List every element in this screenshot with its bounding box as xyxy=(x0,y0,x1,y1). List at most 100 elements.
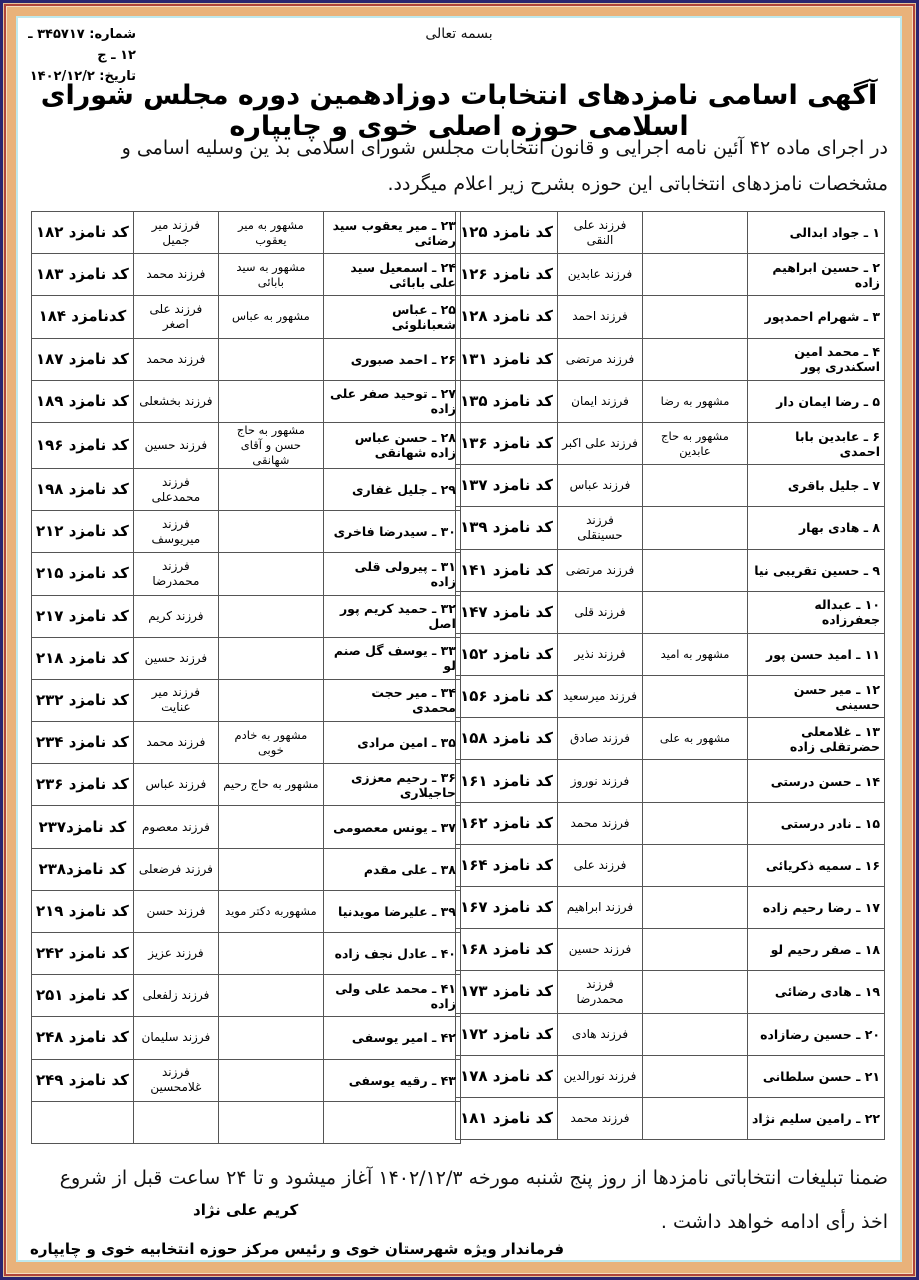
candidate-row: ۲۶ ـ احمد صبوری فرزند محمد کد نامزد ۱۸۷ xyxy=(31,337,461,381)
candidate-code: کد نامزد ۲۱۲ xyxy=(31,510,134,554)
candidate-father: فرزند کریم xyxy=(132,594,219,638)
candidate-father: فرزند علی اصغر xyxy=(132,295,219,339)
candidate-father: فرزند میر عنایت xyxy=(132,678,219,723)
candidate-nick xyxy=(217,1100,324,1144)
candidate-code xyxy=(31,1100,134,1144)
candidate-code: کد نامزد ۱۲۵ xyxy=(455,210,558,255)
candidate-code: کد نامزد ۱۹۸ xyxy=(31,467,134,512)
candidate-row: ۹ ـ حسین تقریبی نیا فرزند مرتضی کد نامزد ۱… xyxy=(455,548,885,592)
letter-date: تاریخ: ۱۴۰۲/۱۲/۲ xyxy=(29,69,136,84)
candidate-name: ۱۴ ـ حسن درستی xyxy=(747,759,885,803)
candidate-father: فرزند زلفعلی xyxy=(132,974,219,1018)
candidate-name: ۹ ـ حسین تقریبی نیا xyxy=(747,548,885,592)
candidate-row: ۴ ـ محمد امین اسکندری پور فرزند مرتضی کد ن… xyxy=(455,337,885,381)
candidate-name: ۳۲ ـ حمید کریم پور اصل xyxy=(322,594,461,638)
candidate-father: فرزند احمد xyxy=(557,295,643,339)
candidate-name: ۴ ـ محمد امین اسکندری پور xyxy=(747,337,885,381)
candidate-code: کد نامزد۲۳۸ xyxy=(31,847,134,891)
candidate-name: ۲۷ ـ توحید صفر علی زاده xyxy=(322,379,461,423)
candidate-name: ۲۹ ـ جلیل غفاری xyxy=(322,467,461,512)
candidate-row: ۱۷ ـ رضا رحیم زاده فرزند ابراهیم کد نامزد … xyxy=(455,885,885,930)
candidate-father: فرزند عباس xyxy=(557,464,643,508)
candidate-name: ۳۴ ـ میر حجت محمدی xyxy=(322,678,461,723)
candidate-father: فرزند حسن xyxy=(132,889,219,934)
candidate-nick xyxy=(217,931,324,976)
candidate-nick xyxy=(642,506,748,550)
candidate-code: کد نامزد ۱۶۲ xyxy=(455,801,558,845)
candidate-name: ۱۰ ـ عبداله جعفرزاده xyxy=(747,590,885,634)
candidate-code: کد نامزد ۱۵۶ xyxy=(455,675,558,719)
candidate-nick: مشهور به حاج عابدین xyxy=(642,421,748,466)
candidate-father xyxy=(132,1100,219,1144)
candidate-name: ۳۳ ـ یوسف گل صنم لو xyxy=(322,636,461,680)
candidate-name: ۷ ـ جلیل باقری xyxy=(747,464,885,508)
candidate-row: ۲۸ ـ حسن عباس زاده شهانقی مشهور به حاج حس… xyxy=(31,421,461,469)
candidate-code: کد نامزد ۲۴۹ xyxy=(31,1058,134,1102)
candidate-nick: مشهور به خادم خوبی xyxy=(217,721,324,765)
candidate-nick: مشهور به امید xyxy=(642,632,748,677)
candidate-nick xyxy=(217,552,324,596)
candidate-code: کد نامزد ۱۵۸ xyxy=(455,717,558,761)
candidate-father: فرزند میر جمیل xyxy=(132,210,219,255)
candidate-nick xyxy=(217,594,324,638)
candidate-name: ۱۲ ـ میر حسن حسینی xyxy=(747,675,885,719)
candidates-table-left: ۲۳ ـ میر یعقوب سید رضائی مشهور به میر یعق… xyxy=(31,210,461,1144)
candidate-row: ۱۲ ـ میر حسن حسینی فرزند میرسعید کد نامزد … xyxy=(455,675,885,719)
candidate-name: ۴۰ ـ عادل نجف زاده xyxy=(322,931,461,976)
candidate-row: ۱ ـ جواد ابدالی فرزند علی النقی کد نامزد ۱… xyxy=(455,210,885,255)
candidate-row: ۲ ـ حسین ابراهیم زاده فرزند عابدین کد نامز… xyxy=(455,253,885,297)
candidate-name: ۲۳ ـ میر یعقوب سید رضائی xyxy=(322,210,461,255)
candidate-name: ۱ ـ جواد ابدالی xyxy=(747,210,885,255)
candidate-father: فرزند حسین xyxy=(132,421,219,469)
candidate-row: ۲۱ ـ حسن سلطانی فرزند نورالدین کد نامزد ۱۷… xyxy=(455,1054,885,1098)
candidate-name: ۳۸ ـ علی مقدم xyxy=(322,847,461,891)
candidate-code: کد نامزد ۱۸۹ xyxy=(31,379,134,423)
candidate-row: ۳۵ ـ امین مرادی مشهور به خادم خوبی فرزند م… xyxy=(31,721,461,765)
candidate-father: فرزند مرتضی xyxy=(557,337,643,381)
candidate-name: ۲۱ ـ حسن سلطانی xyxy=(747,1054,885,1098)
candidate-name: ۱۱ ـ امید حسن پور xyxy=(747,632,885,677)
campaign-note: ضمنا تبلیغات انتخاباتی نامزدها از روز پن… xyxy=(59,1167,888,1233)
candidate-nick xyxy=(642,1054,748,1098)
candidate-father: فرزند محمد xyxy=(557,1096,643,1141)
candidate-row: ۶ ـ عابدین بابا احمدی مشهور به حاج عابدین… xyxy=(455,421,885,466)
candidate-nick xyxy=(217,805,324,849)
candidate-father: فرزند علی اکبر xyxy=(557,421,643,466)
candidates-table-right: ۱ ـ جواد ابدالی فرزند علی النقی کد نامزد ۱… xyxy=(455,210,885,1141)
candidate-nick xyxy=(642,843,748,888)
candidate-father: فرزند حسین xyxy=(132,636,219,680)
candidate-name: ۵ ـ رضا ایمان دار xyxy=(747,379,885,423)
candidate-code: کد نامزد ۲۴۸ xyxy=(31,1016,134,1060)
signer-name: کریم علی نژاد xyxy=(193,1201,299,1219)
candidate-father: فرزند محمدرضا xyxy=(557,970,643,1014)
candidate-name: ۳۹ ـ علیرضا مویدنیا xyxy=(322,889,461,934)
candidate-code: کد نامزد ۲۳۲ xyxy=(31,678,134,723)
candidate-father: فرزند محمد xyxy=(132,253,219,297)
candidate-nick xyxy=(217,1058,324,1102)
candidate-code: کد نامزد ۱۵۲ xyxy=(455,632,558,677)
candidate-nick: مشهور به سید بابائی xyxy=(217,253,324,297)
candidate-father: فرزند سلیمان xyxy=(132,1016,219,1060)
candidate-father: فرزند ایمان xyxy=(557,379,643,423)
candidate-code: کد نامزد ۲۱۷ xyxy=(31,594,134,638)
candidate-row: ۴۰ ـ عادل نجف زاده فرزند عزیز کد نامزد ۲۴۲ xyxy=(31,931,461,976)
candidate-nick: مشهور به عباس xyxy=(217,295,324,339)
candidate-row: ۳۸ ـ علی مقدم فرزند فرضعلی کد نامزد۲۳۸ xyxy=(31,847,461,891)
candidate-name xyxy=(322,1100,461,1144)
candidate-father: فرزند ابراهیم xyxy=(557,885,643,930)
candidate-code: کد نامزد ۱۶۱ xyxy=(455,759,558,803)
candidate-name: ۳ ـ شهرام احمدپور xyxy=(747,295,885,339)
candidate-row: ۸ ـ هادی بهار فرزند حسینقلی کد نامزد ۱۳۹ xyxy=(455,506,885,550)
candidate-nick xyxy=(217,510,324,554)
candidate-row: ۷ ـ جلیل باقری فرزند عباس کد نامزد ۱۳۷ xyxy=(455,464,885,508)
candidate-code: کد نامزد ۱۳۷ xyxy=(455,464,558,508)
candidate-father: فرزند میریوسف xyxy=(132,510,219,554)
candidate-nick xyxy=(642,970,748,1014)
candidate-code: کد نامزد ۱۲۸ xyxy=(455,295,558,339)
candidate-code: کد نامزد ۱۳۶ xyxy=(455,421,558,466)
candidate-name: ۲۸ ـ حسن عباس زاده شهانقی xyxy=(322,421,461,469)
candidate-row: ۴۱ ـ محمد علی ولی زاده فرزند زلفعلی کد نام… xyxy=(31,974,461,1018)
candidate-code: کد نامزد ۱۸۱ xyxy=(455,1096,558,1141)
candidate-nick xyxy=(217,847,324,891)
candidate-nick xyxy=(642,759,748,803)
